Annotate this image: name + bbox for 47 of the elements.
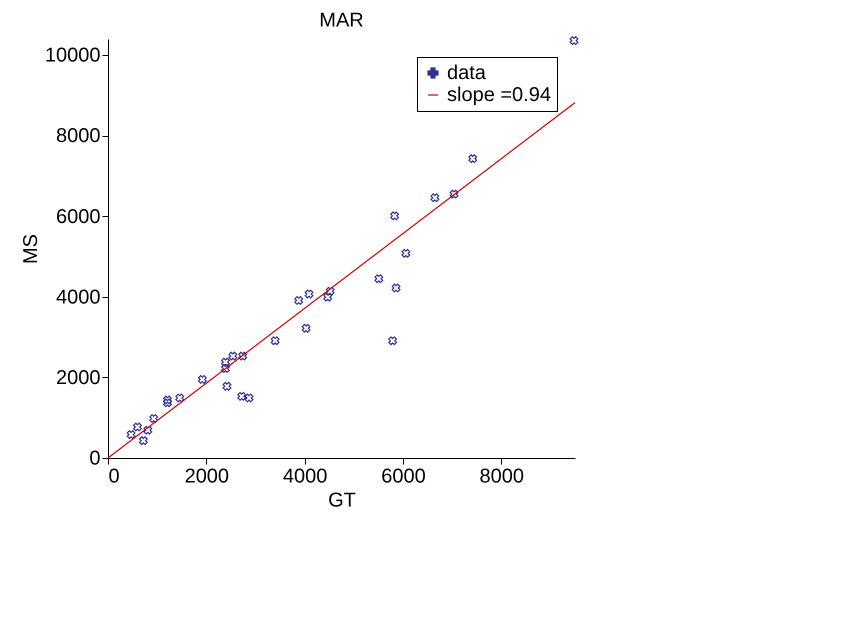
point (143, 426, 152, 435)
point (374, 274, 384, 284)
point (388, 336, 398, 346)
y-tick-label: 10000 (44, 44, 100, 67)
point (270, 336, 280, 346)
point (302, 324, 311, 333)
x-tick-label: 4000 (282, 466, 328, 488)
x-tick-label: 8000 (480, 466, 524, 488)
x-axis-title: GT (328, 490, 356, 512)
point (304, 290, 314, 298)
legend-label: slope =0.94 (447, 84, 551, 106)
point (138, 436, 148, 446)
point (468, 154, 478, 164)
point (570, 36, 578, 46)
point (244, 394, 254, 402)
point (163, 398, 172, 408)
point (238, 352, 248, 361)
point (237, 392, 246, 401)
point (221, 364, 230, 373)
chart-title: MAR (319, 9, 364, 32)
point (149, 414, 158, 423)
point (228, 352, 238, 361)
y-axis-title: MS (20, 234, 42, 264)
point (126, 430, 136, 440)
x-tick-label: 6000 (381, 466, 426, 488)
point (294, 296, 304, 305)
point (430, 193, 440, 202)
y-tick-label: 4000 (56, 286, 100, 308)
point (163, 396, 172, 404)
y-tick-label: 8000 (56, 125, 100, 148)
point (221, 358, 230, 367)
y-tick-label: 0 (89, 448, 100, 470)
point (392, 284, 400, 292)
point (175, 394, 184, 402)
x-tick-label: 2000 (184, 466, 230, 488)
y-tick-label: 2000 (56, 366, 100, 389)
point (450, 190, 459, 199)
y-tick-label: 6000 (56, 206, 100, 228)
point (222, 382, 232, 391)
point (326, 286, 335, 296)
legend-label: data (447, 62, 487, 84)
point (323, 292, 332, 302)
point (198, 375, 207, 384)
point (133, 422, 142, 432)
point (401, 248, 410, 258)
x-tick-label: 0 (108, 466, 120, 488)
point (390, 211, 400, 220)
